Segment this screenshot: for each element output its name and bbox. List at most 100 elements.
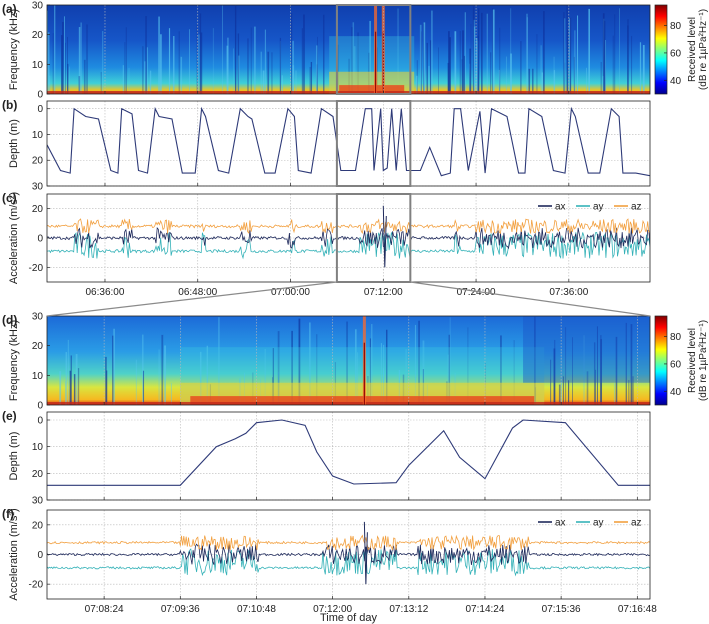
spectrogram-streak: [513, 340, 515, 405]
panel-frame: [46, 100, 651, 187]
spectrogram-streak: [553, 56, 555, 94]
y-tick-label: 0: [37, 90, 43, 101]
panel-frame: [46, 509, 651, 600]
spectrogram-streak: [295, 70, 297, 94]
spectrogram-streak: [564, 18, 566, 94]
y-tick-label: 10: [32, 371, 44, 382]
spectrogram-streak: [352, 22, 355, 94]
spectrogram-streak: [486, 13, 488, 94]
spectrogram-event: [374, 31, 377, 94]
spectrogram-streak: [279, 37, 282, 94]
spectrogram-streak: [102, 31, 104, 94]
spectrogram-streak: [614, 14, 616, 94]
depth-series: [47, 419, 650, 486]
spectrogram-streak: [75, 354, 78, 405]
colorbar-tick-label: 60: [670, 48, 682, 59]
spectrogram-streak: [447, 62, 450, 94]
spectrogram-streak: [577, 15, 579, 94]
spectrogram-streak: [639, 42, 642, 94]
spectrogram-streak: [499, 27, 501, 94]
spectrogram-image: [47, 5, 650, 94]
y-axis-label: Depth (m): [8, 119, 20, 168]
spectrogram-streak: [264, 29, 266, 94]
acceleration-line-az: [47, 534, 650, 551]
spectrogram-streak: [281, 75, 283, 94]
spectrogram-streak: [199, 351, 202, 405]
spectrogram-streak: [498, 69, 500, 94]
spectrogram-streak: [526, 17, 528, 94]
spectrogram-streak: [206, 345, 209, 405]
x-tick-label: 07:00:00: [271, 287, 310, 298]
x-tick-label: 07:10:48: [237, 604, 276, 615]
spectrogram-streak: [316, 334, 318, 405]
spectrogram-streak: [473, 26, 476, 94]
spectrogram-streak: [459, 30, 461, 94]
spectrogram-streak: [142, 46, 144, 94]
acceleration-series: [47, 521, 650, 585]
colorbar-tick-label: 40: [670, 387, 682, 398]
spectrogram-streak: [161, 334, 164, 405]
y-tick-label: 30: [32, 496, 44, 507]
legend-label-ay: ay: [593, 518, 604, 529]
spectrogram-streak: [567, 29, 569, 94]
spectrogram-streak: [78, 27, 81, 94]
spectrogram-streak: [613, 382, 615, 405]
acceleration-line-ax: [47, 227, 650, 250]
x-tick-label: 07:08:24: [85, 604, 124, 615]
legend-label-ax: ax: [555, 518, 566, 529]
acceleration-series: [47, 205, 650, 268]
y-tick-label: -20: [29, 580, 44, 591]
y-tick-label: 20: [32, 341, 44, 352]
spectrogram-streak: [158, 349, 160, 405]
spectrogram-streak: [59, 371, 62, 405]
spectrogram-streak: [309, 66, 311, 94]
spectrogram-streak: [490, 52, 492, 94]
spectrogram-streak: [463, 55, 465, 94]
acceleration-spike: [363, 521, 368, 585]
spectrogram-streak: [280, 40, 282, 94]
spectrogram-streak: [124, 42, 126, 94]
spectrogram-streak: [164, 345, 166, 405]
spectrogram-streak: [198, 34, 200, 94]
spectrogram-streak: [292, 40, 294, 94]
panel-label: (e): [2, 409, 17, 423]
y-tick-label: 0: [37, 550, 43, 561]
spectrogram-streak: [170, 383, 172, 405]
spectrogram-streak: [291, 330, 293, 405]
spectrogram-streak: [386, 329, 388, 405]
spectrogram-streak: [69, 370, 72, 405]
x-tick-label: 07:16:48: [618, 604, 657, 615]
spectrogram-streak: [602, 76, 604, 94]
spectrogram-streak: [144, 61, 146, 94]
spectrogram-streak: [625, 322, 627, 405]
spectrogram-streak: [272, 348, 274, 405]
spectrogram-streak: [254, 26, 256, 94]
spectrogram-streak: [429, 40, 432, 94]
spectrogram-streak: [476, 38, 478, 94]
spectrogram-streak: [419, 24, 422, 94]
y-tick-label: 10: [32, 130, 44, 141]
panel-label: (f): [2, 507, 14, 521]
acceleration-line-ay: [47, 231, 650, 260]
spectrogram-streak: [178, 31, 180, 94]
colorbar-label: (dB re 1µPa²Hz⁻¹): [698, 320, 709, 401]
colorbar-label: (dB re 1µPa²Hz⁻¹): [698, 9, 709, 90]
x-tick-label: 06:48:00: [178, 287, 217, 298]
zoom-connector-left: [46, 281, 337, 317]
spectrogram-streak: [354, 329, 357, 405]
spectrogram-streak: [62, 21, 64, 94]
spectrogram-streak: [448, 31, 450, 94]
spectrogram-streak: [180, 56, 183, 94]
spectrogram-streak: [73, 374, 76, 405]
spectrogram-streak: [420, 31, 422, 94]
spectrogram-streak: [80, 22, 82, 94]
spectrogram-streak: [469, 48, 472, 94]
legend-label-az: az: [631, 202, 642, 213]
spectrogram-streak: [449, 317, 451, 405]
colorbar-tick-label: 60: [670, 359, 682, 370]
spectrogram-streak: [572, 337, 573, 405]
spectrogram-streak: [564, 62, 566, 94]
colorbar-label: Received level: [687, 328, 698, 393]
spectrogram-streak: [423, 22, 426, 94]
